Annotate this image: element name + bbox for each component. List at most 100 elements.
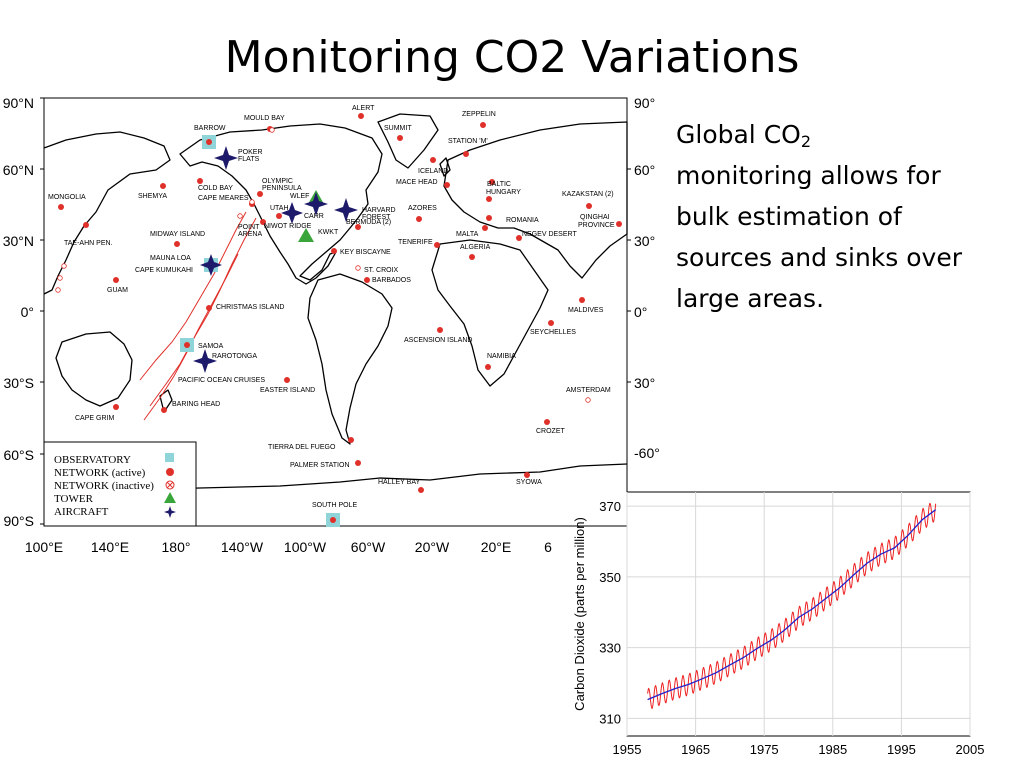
network-station-dot [58,204,64,210]
station-label: NAMIBIA [487,353,516,360]
aircraft-poker-flats [214,146,238,170]
inactive-marker [355,265,361,271]
network-station-dot [434,242,440,248]
south-america [307,273,393,445]
network-station-dot [260,219,266,225]
inactive-network-markers [55,127,591,403]
station-label: CROZET [536,428,566,435]
station-label: ALGERIA [460,244,491,251]
lon-label: 100°W [284,539,327,555]
map-legend: OBSERVATORY NETWORK (active) NETWORK (in… [43,441,197,527]
australia [55,331,133,407]
lat-label-right: 30° [634,233,655,249]
station-label: BARING HEAD [172,401,220,408]
lat-ticks [40,97,631,525]
x-tick-label: 1965 [681,742,710,757]
network-station-dot [486,215,492,221]
new-zealand [159,389,173,413]
x-tick-label: 1995 [887,742,916,757]
latitude-labels-right: 90° 60° 30° 0° 30° -60° [634,95,660,461]
station-label: CHRISTMAS ISLAND [216,304,284,311]
station-label: ASCENSION ISLAND [404,337,472,344]
legend-label: TOWER [54,493,94,505]
lat-label: 60°S [3,447,34,463]
station-label: PROVINCE [578,222,615,229]
station-label: AZORES [408,205,437,212]
network-station-dot [444,182,450,188]
network-station-dot [397,135,403,141]
station-label: HARVARD [362,207,396,214]
station-label: EASTER ISLAND [260,387,315,394]
lat-label: 90°S [3,513,34,529]
station-labels: MOULD BAY ALERT ZEPPELIN BARROW SUMMIT STATIO… [48,105,615,509]
station-label: NEGEV DESERT [522,231,577,238]
cruise-track-2 [149,217,257,407]
network-station-dot [516,235,522,241]
station-label: STATION 'M' [448,138,488,145]
lat-label-right: 90° [634,95,655,111]
station-label: BARROW [194,125,226,132]
station-label: POINT [238,224,260,231]
lon-label: 180° [162,539,191,555]
inactive-marker [57,275,63,281]
legend-label: NETWORK (active) [54,467,146,479]
network-station-dot [485,364,491,370]
station-label: MAUNA LOA [150,255,191,262]
station-label: SOUTH POLE [312,502,357,509]
network-station-dot [206,305,212,311]
station-label: QINGHAI [580,214,610,221]
station-label: MIDWAY ISLAND [150,231,205,238]
network-station-dot [348,437,354,443]
station-label: PENINSULA [262,185,302,192]
station-label: SYOWA [516,479,542,486]
network-station-dot [430,157,436,163]
inactive-marker [61,263,67,269]
tower-kwkt [298,228,314,242]
lat-label-right: 60° [634,162,655,178]
station-label: HALLEY BAY [378,479,420,486]
aircraft-markers [193,146,358,373]
network-station-dot [469,254,475,260]
station-label: MACE HEAD [396,179,438,186]
inactive-marker [269,127,275,133]
cruise-track-1 [139,211,247,381]
station-label: PALMER STATION [290,462,350,469]
legend-observatory-icon [165,453,174,462]
aircraft-harvard [334,198,358,222]
station-label: FOREST [362,214,391,221]
station-label: AMSTERDAM [566,387,611,394]
inactive-marker [55,287,61,293]
legend-label: NETWORK (inactive) [54,480,154,492]
network-station-dot [437,327,443,333]
station-label: CAPE GRIM [75,415,114,422]
station-label: GUAM [107,287,128,294]
legend-aircraft-icon [164,506,176,518]
station-label: PACIFIC OCEAN CRUISES [178,377,265,384]
network-station-dot [113,404,119,410]
inactive-marker [237,213,243,219]
station-label: KAZAKSTAN (2) [562,191,614,198]
lat-label: 0° [21,304,34,320]
legend-tower-icon [164,492,176,503]
station-label: ZEPPELIN [462,111,496,118]
network-station-dot [276,213,282,219]
station-label: UTAH [270,205,289,212]
slide-title: Monitoring CO2 Variations [224,32,800,83]
greenland [377,113,439,169]
chart-ticks: 1955 1965 1975 1985 1995 2005 310 330 350 370 [599,499,984,757]
network-station-dot [364,277,370,283]
series-monthly-co2 [647,502,937,709]
network-station-dot [480,122,486,128]
network-station-dot [489,179,495,185]
network-station-dot [160,183,166,189]
inactive-marker [249,199,255,205]
station-label: SAMOA [198,343,224,350]
aircraft-mauna-loa [200,254,222,276]
network-station-dot [113,277,119,283]
lon-label: 20°E [481,539,512,555]
chart-grid [626,492,971,736]
body-text-rest: monitoring allows for bulk estimation of… [676,161,962,313]
station-label: FLATS [238,156,260,163]
longitude-labels: 100°E 140°E 180° 140°W 100°W 60°W 20°W 2… [25,539,552,555]
legend-network-inactive-icon [165,480,175,490]
